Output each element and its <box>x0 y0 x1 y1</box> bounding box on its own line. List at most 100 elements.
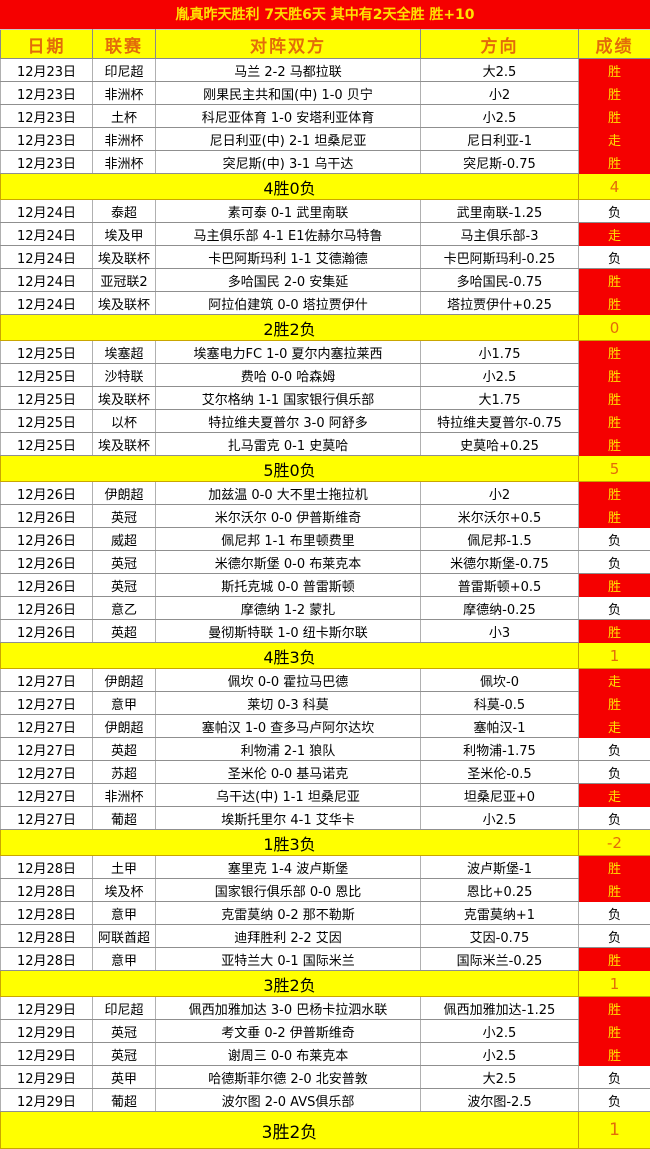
cell-league: 沙特联 <box>93 364 156 387</box>
cell-dir: 普雷斯顿+0.5 <box>421 574 579 597</box>
cell-dir: 佩坎-0 <box>421 669 579 692</box>
cell-dir: 塔拉贾伊什+0.25 <box>421 292 579 315</box>
summary-record: 4胜3负 <box>1 643 579 669</box>
cell-date: 12月24日 <box>1 223 93 246</box>
cell-league: 泰超 <box>93 200 156 223</box>
cell-result: 走 <box>579 715 650 738</box>
cell-league: 埃及联杯 <box>93 246 156 269</box>
cell-dir: 佩西加雅加达-1.25 <box>421 997 579 1020</box>
cell-match: 费哈 0-0 哈森姆 <box>156 364 421 387</box>
cell-league: 埃及甲 <box>93 223 156 246</box>
cell-league: 埃及联杯 <box>93 387 156 410</box>
summary-profit-value: 1 <box>579 971 650 997</box>
cell-match: 佩坎 0-0 霍拉马巴德 <box>156 669 421 692</box>
summary-profit-value: 1 <box>579 643 650 669</box>
cell-match: 马主俱乐部 4-1 E1佐赫尔马特鲁 <box>156 223 421 246</box>
cell-league: 埃及联杯 <box>93 433 156 456</box>
column-header-league: 联赛 <box>93 30 156 59</box>
summary-record: 1胜3负 <box>1 830 579 856</box>
cell-dir: 艾因-0.75 <box>421 925 579 948</box>
cell-league: 非洲杯 <box>93 128 156 151</box>
cell-dir: 国际米兰-0.25 <box>421 948 579 971</box>
cell-league: 英冠 <box>93 574 156 597</box>
cell-result: 胜 <box>579 105 650 128</box>
cell-dir: 科莫-0.5 <box>421 692 579 715</box>
cell-dir: 米德尔斯堡-0.75 <box>421 551 579 574</box>
cell-result: 胜 <box>579 387 650 410</box>
cell-match: 扎马雷克 0-1 史莫哈 <box>156 433 421 456</box>
summary-profit-value: 0 <box>579 315 650 341</box>
cell-dir: 卡巴阿斯玛利-0.25 <box>421 246 579 269</box>
cell-date: 12月23日 <box>1 128 93 151</box>
cell-result: 走 <box>579 669 650 692</box>
cell-dir: 小2.5 <box>421 105 579 128</box>
cell-result: 胜 <box>579 505 650 528</box>
cell-match: 迪拜胜利 2-2 艾因 <box>156 925 421 948</box>
cell-date: 12月25日 <box>1 410 93 433</box>
cell-league: 英冠 <box>93 505 156 528</box>
cell-result: 负 <box>579 200 650 223</box>
cell-league: 埃及联杯 <box>93 292 156 315</box>
cell-league: 非洲杯 <box>93 784 156 807</box>
cell-date: 12月24日 <box>1 246 93 269</box>
cell-match: 乌干达(中) 1-1 坦桑尼亚 <box>156 784 421 807</box>
cell-result: 负 <box>579 925 650 948</box>
cell-match: 埃斯托里尔 4-1 艾华卡 <box>156 807 421 830</box>
cell-match: 艾尔格纳 1-1 国家银行俱乐部 <box>156 387 421 410</box>
cell-league: 非洲杯 <box>93 151 156 174</box>
cell-league: 苏超 <box>93 761 156 784</box>
summary-profit-value: -2 <box>579 830 650 856</box>
column-header-date: 日期 <box>1 30 93 59</box>
cell-match: 考文垂 0-2 伊普斯维奇 <box>156 1020 421 1043</box>
cell-dir: 摩德纳-0.25 <box>421 597 579 620</box>
cell-match: 埃塞电力FC 1-0 夏尔内塞拉莱西 <box>156 341 421 364</box>
cell-match: 波尔图 2-0 AVS俱乐部 <box>156 1089 421 1112</box>
section-summary-row: 1胜3负-2 <box>1 830 650 856</box>
cell-date: 12月25日 <box>1 433 93 456</box>
cell-date: 12月28日 <box>1 879 93 902</box>
cell-dir: 马主俱乐部-3 <box>421 223 579 246</box>
cell-league: 英冠 <box>93 1020 156 1043</box>
